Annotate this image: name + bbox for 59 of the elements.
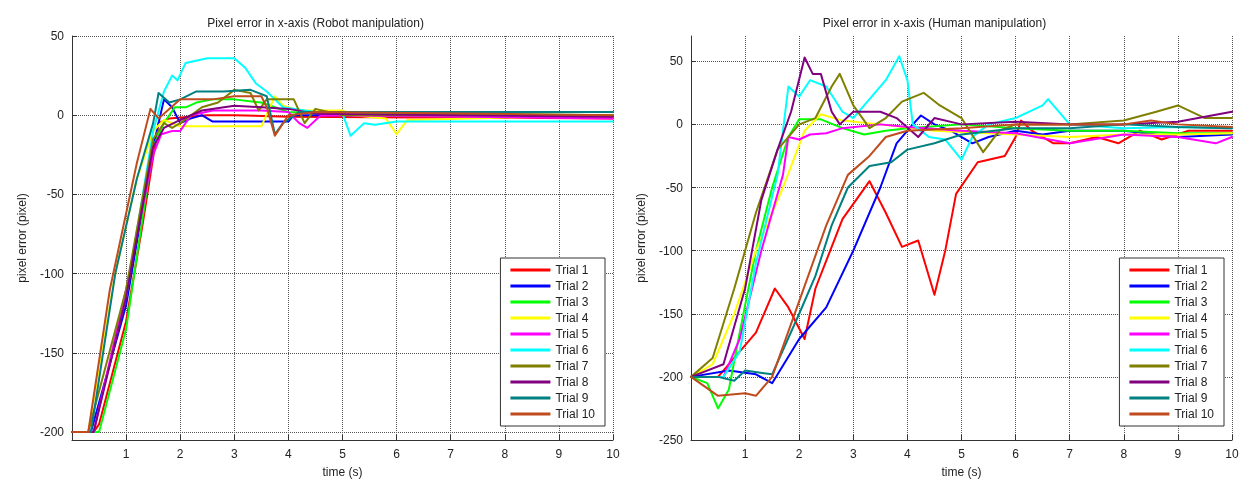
x-tick-label: 6	[1012, 447, 1020, 461]
x-tick-label: 7	[447, 447, 455, 461]
legend-label: Trial 2	[1174, 279, 1208, 293]
y-tick-label: -200	[39, 425, 65, 440]
legend-label: Trial 3	[1174, 295, 1208, 309]
y-tick-label: 50	[50, 29, 65, 43]
legend-label: Trial 9	[555, 391, 589, 405]
legend-label: Trial 10	[1174, 407, 1215, 421]
y-tick-label: -100	[658, 243, 684, 258]
x-tick-label: 8	[1120, 447, 1128, 461]
y-tick-label: -150	[658, 306, 684, 321]
chart-title: Pixel error in x-axis (Robot manipulation)	[207, 16, 424, 30]
x-tick-label: 6	[393, 447, 401, 461]
chart-title: Pixel error in x-axis (Human manipulation)	[822, 16, 1047, 30]
y-axis-title: pixel error (pixel)	[15, 193, 29, 283]
legend-label: Trial 5	[555, 327, 589, 341]
x-tick-label: 3	[230, 447, 238, 461]
legend-label: Trial 8	[555, 375, 589, 389]
legend-label: Trial 3	[555, 295, 589, 309]
legend-label: Trial 9	[1174, 391, 1208, 405]
x-axis-title: time (s)	[322, 465, 363, 479]
y-tick-label: -200	[658, 369, 684, 384]
x-tick-label: 1	[741, 447, 749, 461]
x-tick-label: 10	[606, 447, 620, 461]
legend-label: Trial 1	[555, 263, 589, 277]
x-tick-label: 4	[904, 447, 912, 461]
x-tick-label: 10	[1225, 447, 1239, 461]
y-tick-label: 0	[676, 117, 684, 132]
x-tick-label: 5	[339, 447, 347, 461]
legend-label: Trial 5	[1174, 327, 1208, 341]
y-tick-label: -100	[39, 266, 65, 281]
y-tick-label: -50	[665, 180, 684, 195]
legend-label: Trial 6	[1174, 343, 1208, 357]
y-tick-label: 50	[669, 54, 684, 69]
y-tick-label: -250	[658, 433, 684, 447]
legend-label: Trial 7	[555, 359, 589, 373]
legend-label: Trial 4	[555, 311, 589, 325]
x-tick-label: 7	[1066, 447, 1074, 461]
x-tick-label: 5	[958, 447, 966, 461]
x-tick-label: 2	[176, 447, 184, 461]
y-tick-label: -50	[46, 187, 65, 202]
x-tick-label: 2	[795, 447, 803, 461]
y-axis-title: pixel error (pixel)	[634, 193, 648, 283]
x-tick-label: 8	[501, 447, 509, 461]
x-tick-label: 9	[1174, 447, 1182, 461]
x-axis-title: time (s)	[941, 465, 982, 479]
x-tick-label: 4	[285, 447, 293, 461]
y-tick-label: -150	[39, 345, 65, 360]
legend-label: Trial 4	[1174, 311, 1208, 325]
x-tick-label: 1	[122, 447, 130, 461]
x-tick-label: 9	[555, 447, 563, 461]
legend-label: Trial 1	[1174, 263, 1208, 277]
legend-label: Trial 2	[555, 279, 589, 293]
legend-label: Trial 6	[555, 343, 589, 357]
x-tick-label: 3	[849, 447, 857, 461]
legend-label: Trial 8	[1174, 375, 1208, 389]
y-tick-label: 0	[57, 108, 65, 123]
legend-label: Trial 7	[1174, 359, 1208, 373]
legend-label: Trial 10	[555, 407, 596, 421]
